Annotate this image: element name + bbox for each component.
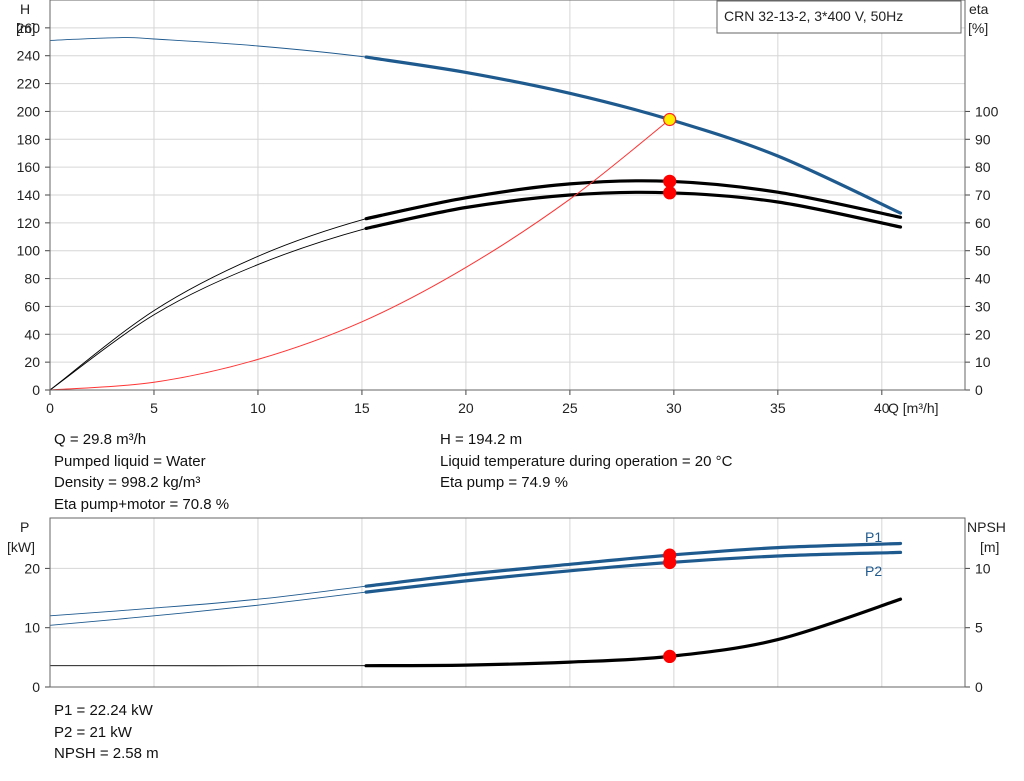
head-right-tick-label: 30	[975, 298, 991, 314]
power-series-1-line	[49, 551, 901, 626]
power-right-tick-label: 10	[975, 560, 991, 576]
head-x-tick-label: 15	[354, 400, 370, 416]
info-p2: P2 = 21 kW	[54, 723, 132, 741]
head-axis-label-symbol: H	[20, 1, 30, 17]
head-series-2-line	[49, 191, 901, 391]
head-x-tick-label: 25	[562, 400, 578, 416]
power-left-tick-label: 0	[32, 679, 40, 695]
head-series-0-line	[49, 37, 901, 214]
info-flow: Q = 29.8 m³/h	[54, 431, 147, 448]
info-pumped-liquid: Pumped liquid = Water	[54, 452, 206, 470]
head-efficiency-chart: 0204060801001201401601802002202402600102…	[16, 0, 999, 416]
head-series-3-line	[49, 119, 671, 391]
head-right-tick-label: 0	[975, 382, 983, 398]
series-label-p2: P2	[865, 563, 882, 579]
eta-axis-label-unit: [%]	[968, 20, 988, 36]
head-series-1-duty-segment	[364, 179, 903, 221]
head-x-tick-label: 10	[250, 400, 266, 416]
info-block-right: H = 194.2 m Liquid temperature during op…	[440, 429, 732, 494]
power-series-0-duty-segment	[364, 541, 903, 588]
head-right-tick-label: 70	[975, 187, 991, 203]
head-left-tick-label: 0	[32, 382, 40, 398]
npsh-axis-label-symbol: NPSH	[967, 519, 1006, 535]
power-operating-point	[663, 649, 677, 664]
head-right-tick-label: 50	[975, 243, 991, 259]
npsh-axis-label-unit: [m]	[980, 539, 999, 555]
head-left-tick-label: 160	[17, 159, 41, 175]
power-plot-frame	[49, 517, 966, 688]
head-left-tick-label: 220	[17, 76, 41, 92]
pump-title: CRN 32-13-2, 3*400 V, 50Hz	[724, 8, 903, 24]
head-series-0-duty-segment	[364, 55, 903, 215]
info-block-bottom: P1 = 22.24 kW P2 = 21 kW NPSH = 2.58 m	[54, 700, 159, 765]
head-x-tick-label: 30	[666, 400, 682, 416]
head-left-tick-label: 260	[17, 20, 41, 36]
power-right-tick-label: 5	[975, 620, 983, 636]
power-axis-label-unit: [kW]	[7, 539, 35, 555]
head-right-tick-label: 80	[975, 159, 991, 175]
head-series-1-line	[49, 180, 901, 391]
head-left-tick-label: 20	[24, 354, 40, 370]
info-block-left: Q = 29.8 m³/h Pumped liquid = Water Dens…	[54, 429, 229, 515]
head-left-tick-label: 60	[24, 298, 40, 314]
head-right-tick-label: 20	[975, 326, 991, 342]
power-axis-label-symbol: P	[20, 519, 29, 535]
eta-axis-label-symbol: eta	[969, 1, 989, 17]
power-npsh-chart: 0 10 20 0 5 10 P [kW] NPSH [m] P1 P2	[7, 517, 1006, 695]
head-right-tick-label: 10	[975, 354, 991, 370]
head-left-tick-label: 140	[17, 187, 41, 203]
head-operating-point	[663, 186, 677, 200]
head-right-tick-label: 100	[975, 103, 999, 119]
series-label-p1: P1	[865, 529, 882, 545]
head-x-tick-label: 5	[150, 400, 158, 416]
power-left-tick-label: 10	[24, 620, 40, 636]
power-right-tick-label: 0	[975, 679, 983, 695]
head-x-tick-label: 35	[770, 400, 786, 416]
pump-title-box	[716, 0, 962, 34]
head-x-tick-label: 0	[46, 400, 54, 416]
info-head: H = 194.2 m	[440, 431, 523, 448]
info-npsh: NPSH = 2.58 m	[54, 745, 159, 762]
head-left-tick-label: 200	[17, 103, 41, 119]
head-series-2-duty-segment	[364, 190, 903, 230]
head-x-tick-label: 20	[458, 400, 474, 416]
power-left-tick-label: 20	[24, 560, 40, 576]
head-operating-point	[663, 112, 677, 127]
head-axis-label-unit: [m]	[16, 20, 35, 36]
flow-axis-label: Q [m³/h]	[888, 400, 939, 416]
head-operating-point	[663, 174, 677, 188]
head-right-tick-label: 90	[975, 131, 991, 147]
info-density: Density = 998.2 kg/m³	[54, 474, 201, 491]
power-operating-point	[663, 555, 677, 570]
head-right-tick-label: 60	[975, 215, 991, 231]
head-left-tick-label: 80	[24, 271, 40, 287]
info-eta-pump-motor: Eta pump+motor = 70.8 %	[54, 495, 230, 513]
power-series-2-duty-segment	[364, 597, 903, 668]
head-left-tick-label: 240	[17, 48, 41, 64]
info-p1: P1 = 22.24 kW	[54, 702, 153, 719]
power-series-2-line	[49, 598, 901, 667]
head-left-tick-label: 180	[17, 131, 41, 147]
info-eta-pump: Eta pump = 74.9 %	[440, 474, 568, 491]
head-left-tick-label: 120	[17, 215, 41, 231]
head-left-tick-label: 40	[24, 326, 40, 342]
head-x-tick-label: 40	[874, 400, 890, 416]
head-right-tick-label: 40	[975, 271, 991, 287]
power-series-1-duty-segment	[364, 550, 903, 594]
head-plot-frame	[49, 0, 966, 391]
head-left-tick-label: 100	[17, 243, 41, 259]
info-liquid-temperature: Liquid temperature during operation = 20…	[440, 452, 733, 470]
